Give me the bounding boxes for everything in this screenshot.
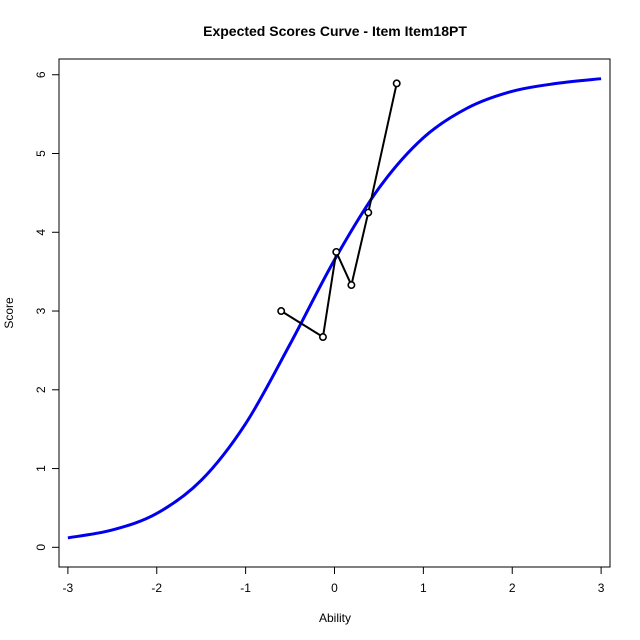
observed-point <box>332 247 341 256</box>
x-tick-label: 0 <box>331 581 338 595</box>
y-tick-label: 4 <box>34 229 48 236</box>
y-tick-label: 2 <box>34 386 48 393</box>
x-tick-label: -2 <box>151 581 162 595</box>
series-layer <box>67 77 602 540</box>
y-tick-label: 3 <box>34 307 48 314</box>
y-tick-label: 1 <box>34 465 48 472</box>
observed-point <box>347 281 356 290</box>
x-tick-label: -1 <box>240 581 251 595</box>
observed-point <box>277 307 286 316</box>
chart-title: Expected Scores Curve - Item Item18PT <box>203 23 467 39</box>
x-tick-label: 1 <box>420 581 427 595</box>
x-tick-label: -3 <box>63 581 74 595</box>
y-axis-label: Score <box>2 297 16 329</box>
observed-point <box>392 79 401 88</box>
x-tick-label: 2 <box>509 581 516 595</box>
expected-score-curve <box>67 77 602 540</box>
observed-point <box>364 208 373 217</box>
plot-frame <box>58 58 611 568</box>
y-axis: 0 1 2 3 4 5 6 <box>34 71 59 551</box>
x-axis: -3 -2 -1 0 1 2 3 <box>63 567 605 595</box>
observed-score-line <box>280 83 398 339</box>
x-tick-label: 3 <box>598 581 605 595</box>
observed-point <box>318 333 327 342</box>
y-tick-label: 0 <box>34 544 48 551</box>
y-tick-label: 5 <box>34 150 48 157</box>
y-tick-label: 6 <box>34 71 48 78</box>
x-axis-label: Ability <box>319 611 351 625</box>
